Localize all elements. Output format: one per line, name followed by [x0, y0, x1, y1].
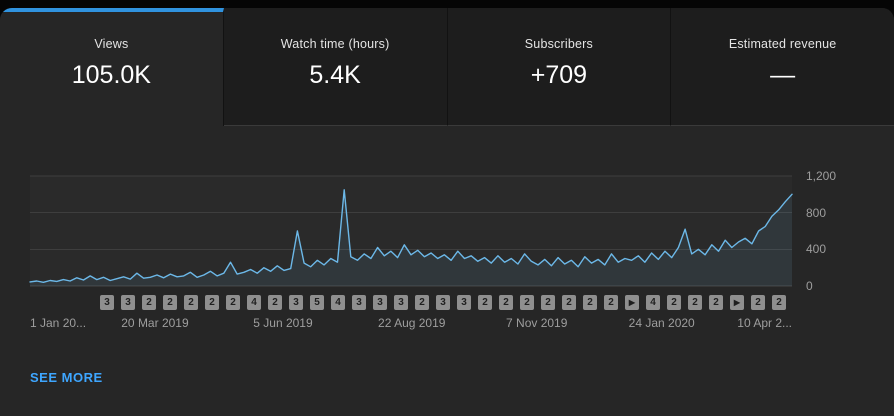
- upload-marker-play-badge[interactable]: ▶: [625, 295, 639, 310]
- upload-marker-badge[interactable]: 2: [142, 295, 156, 310]
- upload-marker-badge[interactable]: 2: [667, 295, 681, 310]
- upload-marker-badge[interactable]: 2: [688, 295, 702, 310]
- metric-tabs: Views 105.0K Watch time (hours) 5.4K Sub…: [0, 8, 894, 126]
- x-axis-label: 22 Aug 2019: [378, 316, 446, 330]
- upload-marker-badge[interactable]: 5: [310, 295, 324, 310]
- tab-views-label: Views: [94, 37, 129, 51]
- x-axis-label: 5 Jun 2019: [253, 316, 313, 330]
- tab-watch-time[interactable]: Watch time (hours) 5.4K: [223, 8, 448, 126]
- upload-marker-badge[interactable]: 4: [331, 295, 345, 310]
- x-axis-label: 24 Jan 2020: [628, 316, 695, 330]
- upload-marker-badge[interactable]: 3: [436, 295, 450, 310]
- tab-subscribers-value: +709: [530, 61, 588, 89]
- upload-marker-badge[interactable]: 4: [247, 295, 261, 310]
- y-axis-label: 800: [806, 205, 827, 220]
- tab-estimated-revenue-value: —: [770, 61, 796, 89]
- chart-svg: [29, 175, 793, 287]
- views-chart-section: 1,200 800 400 0 3 3 2 2 2 2 2 4 2 3 5 4 3 3 3 2 3 3 2 2 2 2 2 2 2 ▶ 4…: [0, 126, 894, 416]
- upload-marker-badge[interactable]: 2: [499, 295, 513, 310]
- upload-marker-badge[interactable]: 2: [415, 295, 429, 310]
- y-axis-label: 1,200: [806, 169, 837, 183]
- upload-marker-badge[interactable]: 3: [352, 295, 366, 310]
- tab-estimated-revenue[interactable]: Estimated revenue —: [671, 8, 894, 126]
- upload-marker-badge[interactable]: 3: [121, 295, 135, 310]
- plot-background: [30, 176, 792, 286]
- tab-watch-time-value: 5.4K: [309, 61, 361, 89]
- tab-estimated-revenue-label: Estimated revenue: [728, 37, 837, 51]
- tab-views-value: 105.0K: [71, 61, 151, 89]
- x-axis: 1 Jan 20... 20 Mar 2019 5 Jun 2019 22 Aug 2…: [30, 316, 792, 332]
- upload-marker-badge[interactable]: 3: [289, 295, 303, 310]
- y-axis-label: 0: [806, 279, 813, 293]
- upload-marker-badge[interactable]: 2: [184, 295, 198, 310]
- upload-marker-badge[interactable]: 2: [751, 295, 765, 310]
- upload-marker-badge[interactable]: 4: [646, 295, 660, 310]
- upload-marker-badge[interactable]: 2: [268, 295, 282, 310]
- upload-marker-badge[interactable]: 2: [772, 295, 786, 310]
- views-area-fill: [30, 189, 792, 286]
- see-more-link[interactable]: SEE MORE: [30, 370, 103, 385]
- y-axis-label: 400: [806, 242, 827, 257]
- upload-marker-badge[interactable]: 2: [520, 295, 534, 310]
- x-axis-label: 7 Nov 2019: [506, 316, 568, 330]
- upload-marker-badge[interactable]: 2: [604, 295, 618, 310]
- upload-marker-badge[interactable]: 3: [457, 295, 471, 310]
- views-line-chart[interactable]: [29, 175, 793, 287]
- upload-marker-badge[interactable]: 2: [226, 295, 240, 310]
- upload-marker-badge[interactable]: 2: [478, 295, 492, 310]
- upload-marker-badge[interactable]: 3: [100, 295, 114, 310]
- upload-markers-row: 3 3 2 2 2 2 2 4 2 3 5 4 3 3 3 2 3 3 2 2 2 2 2 2 2 ▶ 4 2 2 2 ▶ 2 2: [100, 295, 786, 310]
- x-axis-label: 10 Apr 2...: [737, 316, 792, 330]
- tab-subscribers[interactable]: Subscribers +709: [447, 8, 672, 126]
- upload-marker-badge[interactable]: 2: [583, 295, 597, 310]
- x-axis-label: 20 Mar 2019: [121, 316, 189, 330]
- upload-marker-play-badge[interactable]: ▶: [730, 295, 744, 310]
- upload-marker-badge[interactable]: 2: [541, 295, 555, 310]
- upload-marker-badge[interactable]: 2: [709, 295, 723, 310]
- upload-marker-badge[interactable]: 2: [205, 295, 219, 310]
- x-axis-label: 1 Jan 20...: [30, 316, 87, 330]
- upload-marker-badge[interactable]: 2: [163, 295, 177, 310]
- tab-watch-time-label: Watch time (hours): [280, 37, 390, 51]
- upload-marker-badge[interactable]: 2: [562, 295, 576, 310]
- tab-subscribers-label: Subscribers: [524, 37, 593, 51]
- views-line-series: [29, 189, 793, 284]
- upload-marker-badge[interactable]: 3: [373, 295, 387, 310]
- tab-views[interactable]: Views 105.0K: [0, 8, 224, 126]
- upload-marker-badge[interactable]: 3: [394, 295, 408, 310]
- analytics-card: Views 105.0K Watch time (hours) 5.4K Sub…: [0, 8, 894, 416]
